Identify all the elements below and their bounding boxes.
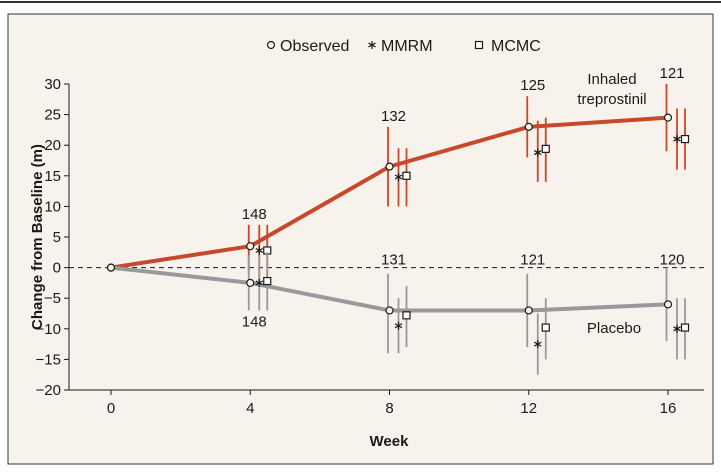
legend-item-observed: Observed [266,38,349,55]
mmrm-point [255,246,264,255]
observed-point [524,122,533,131]
mmrm-point [673,324,681,333]
observed-point [524,306,533,315]
sample-size-label: 132 [381,108,406,125]
legend-square-icon [474,40,484,50]
x-tick-label: 12 [520,400,537,417]
y-tick-label: 20 [44,137,61,154]
x-tick-label: 4 [246,400,254,417]
series-label-treprostinil: treprostinil [577,91,646,108]
x-tick-label: 0 [107,400,115,417]
observed-point [246,278,255,287]
mcmc-point [402,311,411,320]
mmrm-point-stroke [533,150,542,156]
observed-point [385,162,394,171]
mmrm-point-stroke [673,136,681,142]
y-tick-label: 10 [44,198,61,215]
mmrm-point [394,173,403,182]
legend-circle-icon [266,40,276,50]
mmrm-point-stroke [255,247,264,253]
series-label-treprostinil: Inhaled [587,71,636,88]
mcmc-point [263,276,272,286]
y-tick-label: 30 [44,76,61,93]
observed-point [385,306,394,315]
mcmc-point [680,134,690,144]
sample-size-label: 148 [242,313,267,330]
observed-point [663,300,673,309]
y-tick-label: −10 [36,321,61,338]
y-tick-label: 25 [44,107,61,124]
mmrm-point [533,340,542,349]
y-tick-label: −15 [36,351,61,368]
mmrm-point-stroke [255,280,264,286]
x-tick-label: 8 [385,400,393,417]
series-treprostinil: 148 132 125 121 Inhaled treprostinil [106,65,690,280]
sample-size-label: 131 [381,252,406,269]
sample-size-label: 121 [520,252,545,269]
legend: Observed MMRM MCMC [266,38,541,55]
y-tick-label: −20 [36,382,61,399]
series-label-placebo: Placebo [587,320,641,337]
observed-point [246,242,255,251]
sample-size-label: 121 [659,65,684,82]
series-placebo: 148 131 121 120 Placebo [106,252,690,375]
y-tick-label: 5 [53,229,61,246]
mmrm-point-stroke [394,323,403,329]
y-axis-title: Change from Baseline (m) [29,144,46,330]
mcmc-point [402,171,411,180]
legend-label-mcmc: MCMC [491,38,541,55]
observed-point [106,263,116,272]
mcmc-point [680,323,690,332]
mmrm-point [533,148,542,157]
observed-point [663,113,673,122]
sample-size-label: 120 [659,252,684,269]
x-axis-title: Week [370,433,410,450]
chart-panel [7,13,714,465]
mmrm-point-stroke [394,174,403,180]
mmrm-point-stroke [673,326,681,332]
legend-asterisk-icon [368,41,376,49]
mcmc-point [541,144,550,153]
sample-size-label: 148 [242,206,267,223]
legend-item-mmrm: MMRM [368,38,433,55]
legend-item-mcmc: MCMC [474,38,541,55]
y-tick-label: −5 [44,290,61,307]
sample-size-label: 125 [520,77,545,94]
y-tick-label: 0 [53,260,61,277]
mcmc-point [541,323,550,332]
mmrm-point [673,135,681,144]
mmrm-point-stroke [533,341,542,347]
legend-label-mmrm: MMRM [381,38,433,55]
legend-label-observed: Observed [280,38,349,55]
mmrm-point [255,278,264,287]
y-tick-label: 15 [44,168,61,185]
mmrm-point [394,321,403,330]
x-tick-label: 16 [660,400,677,417]
